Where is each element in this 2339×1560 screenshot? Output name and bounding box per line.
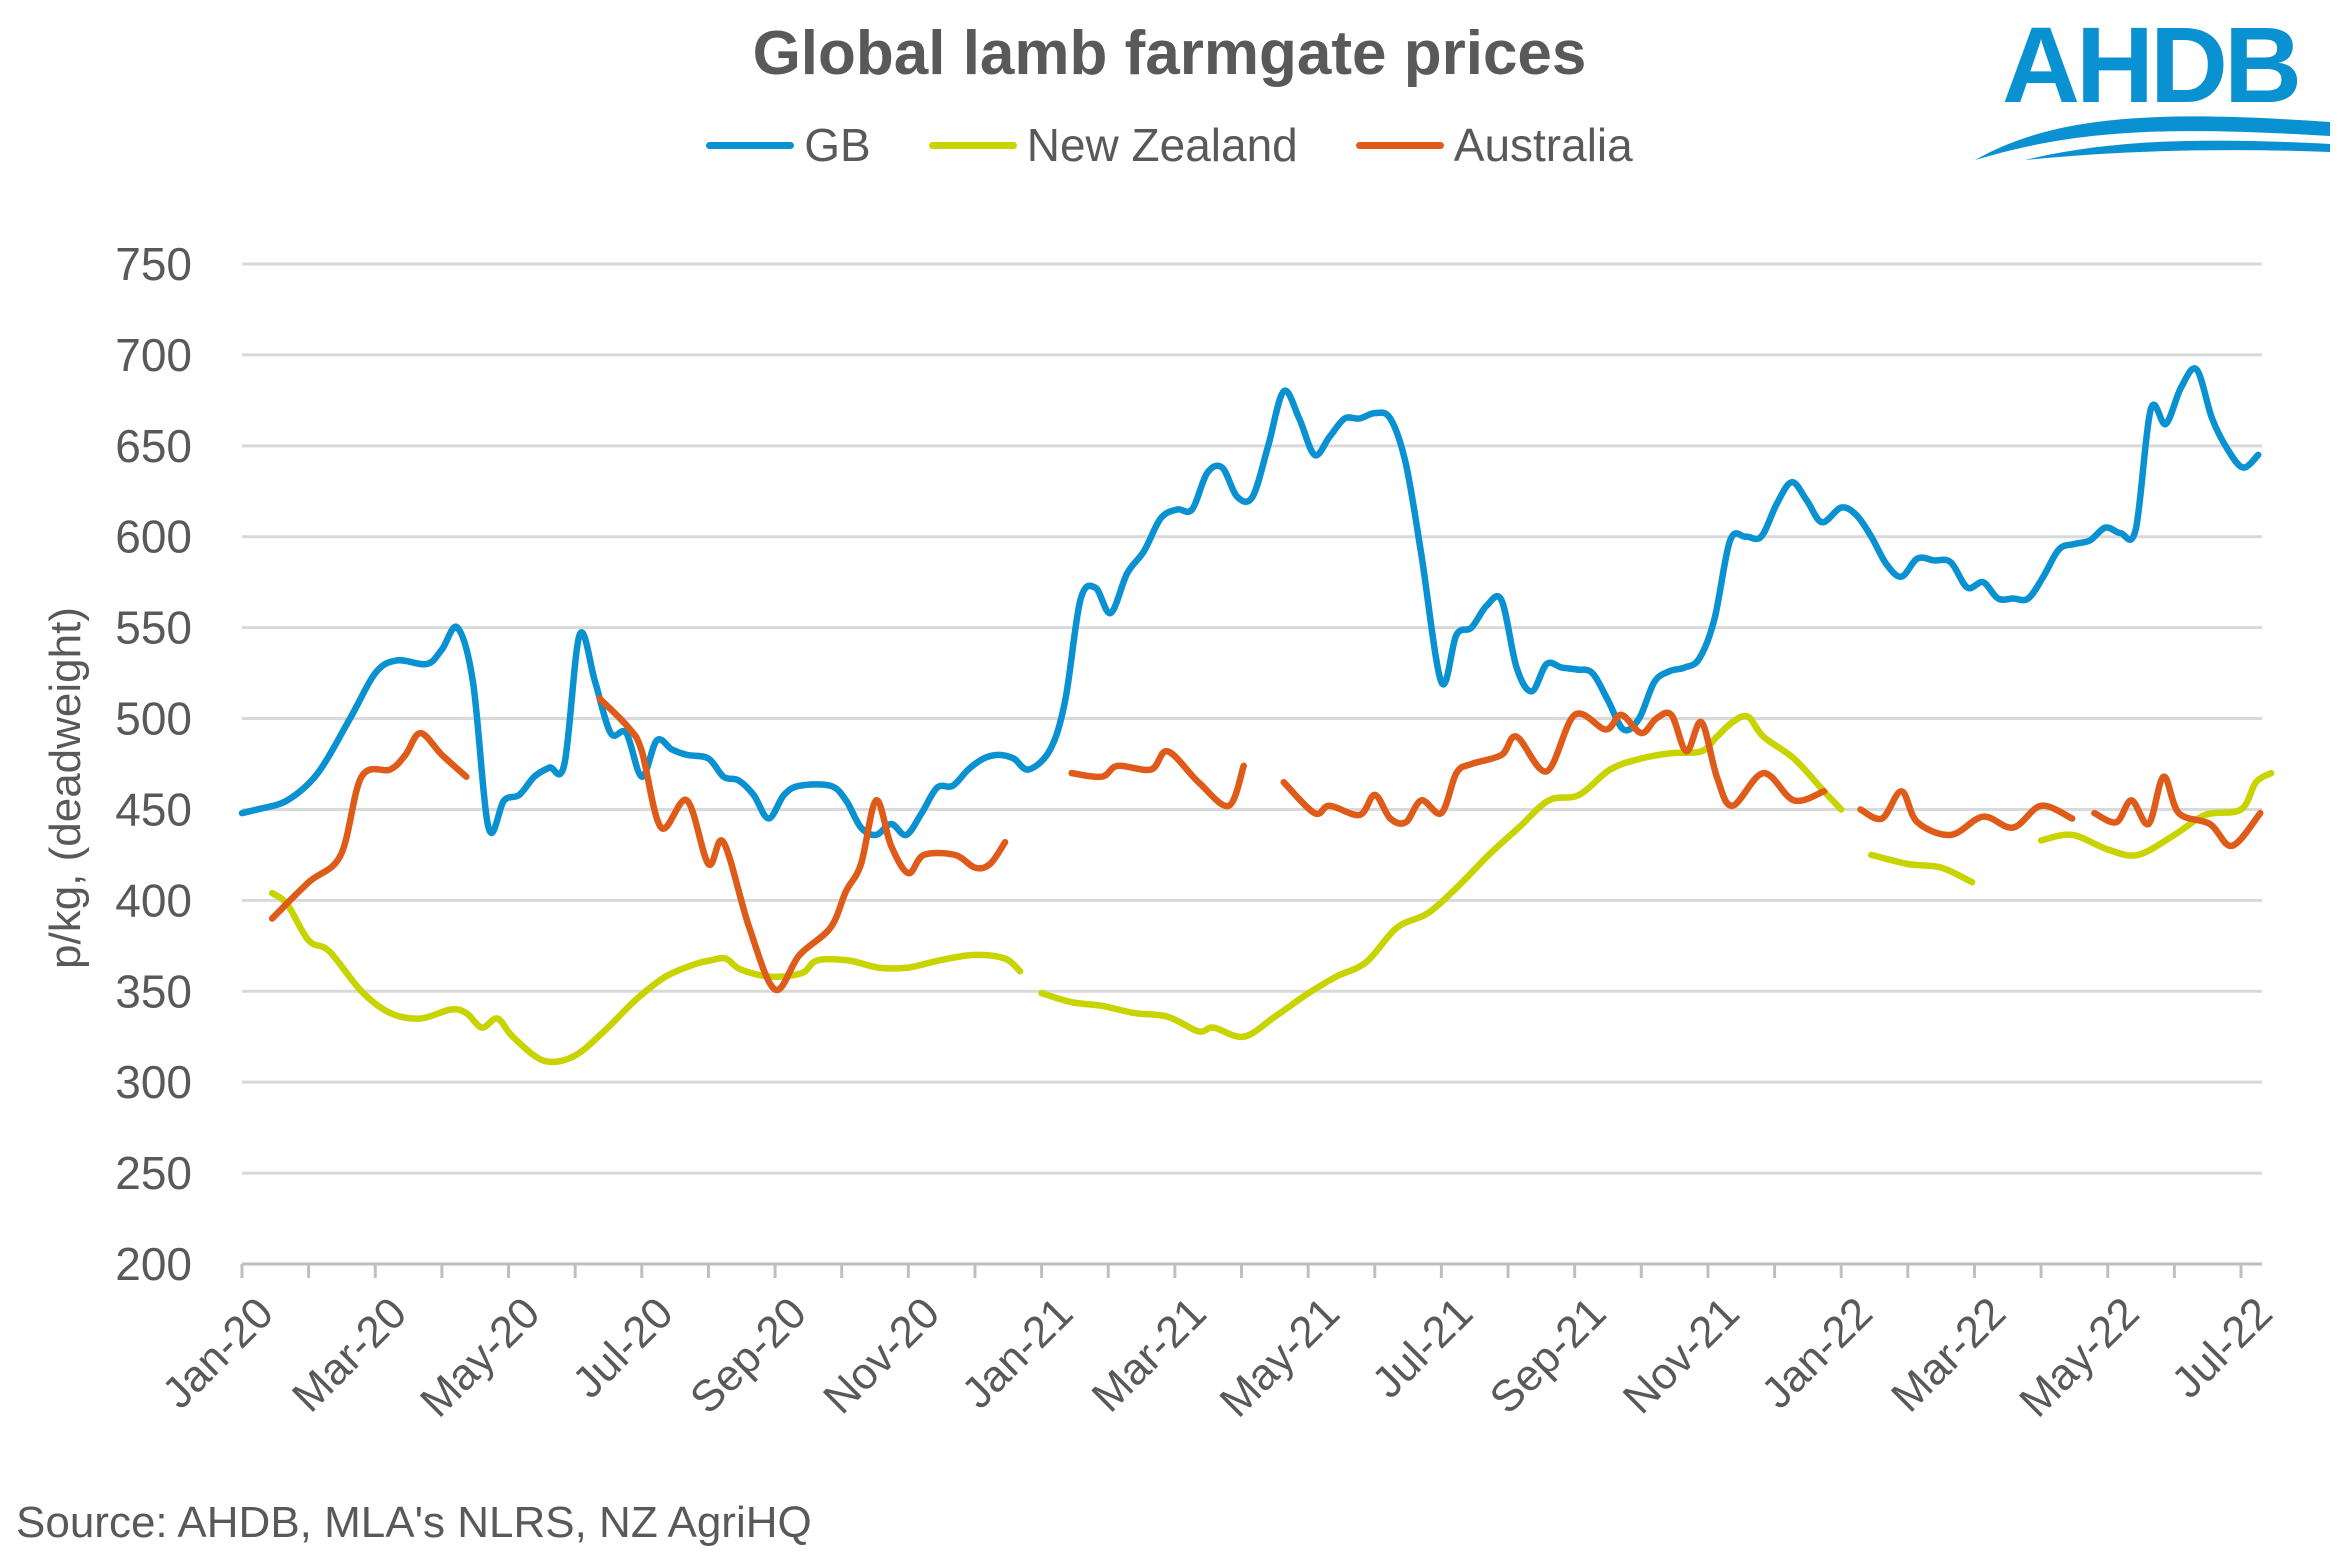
legend-item-gb: GB: [706, 118, 871, 172]
y-tick-label: 550: [115, 602, 192, 654]
x-tick-label: Nov-21: [1614, 1288, 1749, 1423]
y-tick-label: 450: [115, 783, 192, 835]
series-line-gb: [238, 365, 2262, 839]
x-tick-label: Jan-20: [153, 1288, 283, 1418]
x-tick-label: Mar-20: [283, 1288, 416, 1421]
series-line-australia: [2091, 773, 2264, 850]
series-line-australia: [1068, 748, 1247, 810]
source-note: Source: AHDB, MLA's NLRS, NZ AgriHQ: [16, 1498, 812, 1547]
x-tick-label: Jul-22: [2162, 1288, 2281, 1407]
x-tick-label: Nov-20: [814, 1288, 949, 1423]
x-tick-label: Mar-22: [1882, 1288, 2015, 1421]
series-line-new-zealand: [2037, 769, 2275, 859]
x-tick-label: Sep-20: [681, 1288, 816, 1423]
legend-label-australia: Australia: [1453, 119, 1633, 171]
series-line-new-zealand: [1868, 851, 1976, 886]
series-line-new-zealand: [268, 889, 1024, 1066]
legend-item-nz: New Zealand: [928, 118, 1298, 172]
series-line-australia: [1857, 788, 2076, 839]
legend-item-australia: Australia: [1355, 118, 1633, 172]
legend-swatch-nz: [928, 141, 1017, 149]
y-tick-label: 400: [115, 874, 192, 926]
y-tick-label: 300: [115, 1056, 192, 1108]
ahdb-logo: AHDB: [1975, 10, 2330, 160]
x-tick-label: Sep-21: [1481, 1288, 1616, 1423]
y-tick-label: 650: [115, 420, 192, 472]
y-tick-label: 750: [115, 238, 192, 290]
legend-label-gb: GB: [804, 119, 871, 171]
y-axis-label: p/kg, (deadweight): [41, 607, 90, 969]
x-tick-label: May-20: [411, 1288, 549, 1426]
y-tick-label: 700: [115, 329, 192, 381]
x-tick-label: Jan-21: [953, 1288, 1083, 1418]
y-tick-label: 200: [115, 1238, 192, 1290]
x-tick-label: May-21: [1211, 1288, 1349, 1426]
x-tick-label: Jul-20: [563, 1288, 682, 1407]
svg-text:AHDB: AHDB: [2002, 10, 2298, 125]
legend-label-nz: New Zealand: [1026, 119, 1298, 171]
y-tick-label: 250: [115, 1147, 192, 1199]
series-line-australia: [1280, 709, 1828, 827]
x-tick-label: Mar-21: [1083, 1288, 1216, 1421]
y-tick-label: 500: [115, 693, 192, 745]
series-line-australia: [596, 695, 1009, 993]
x-tick-label: May-22: [2010, 1288, 2148, 1426]
series-line-new-zealand: [1038, 712, 1845, 1041]
legend: GB New Zealand Australia: [0, 118, 2339, 172]
x-tick-label: Jul-21: [1363, 1288, 1482, 1407]
legend-swatch-australia: [1355, 141, 1444, 149]
legend-swatch-gb: [706, 141, 795, 149]
y-tick-label: 350: [115, 965, 192, 1017]
chart-title: Global lamb farmgate prices: [752, 19, 1587, 88]
x-tick-label: Jan-22: [1752, 1288, 1882, 1418]
y-tick-label: 600: [115, 511, 192, 563]
series-line-australia: [268, 729, 470, 922]
